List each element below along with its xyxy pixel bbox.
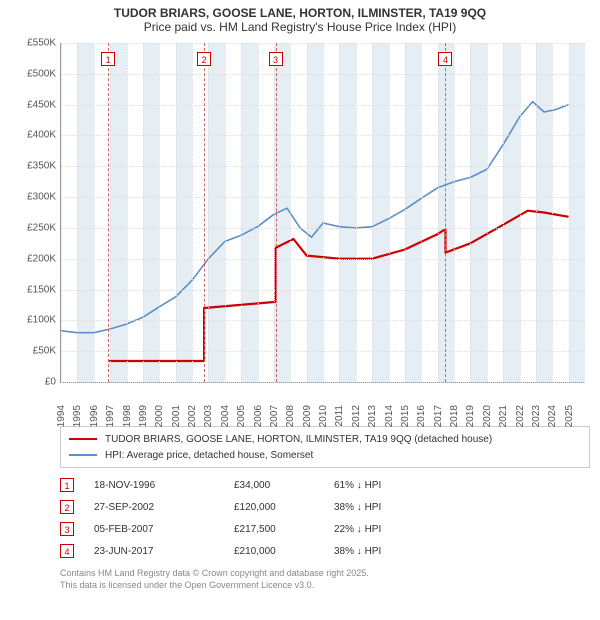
chart-container: 1234 £0 £50K £100K £150K £200K £250K £300K £350… xyxy=(10,38,590,418)
legend-label: TUDOR BRIARS, GOOSE LANE, HORTON, ILMINS… xyxy=(105,434,492,445)
legend-item: TUDOR BRIARS, GOOSE LANE, HORTON, ILMINS… xyxy=(69,431,581,447)
event-row: 2 27-SEP-2002£120,00038% ↓ HPI xyxy=(60,496,590,518)
line-layer xyxy=(61,43,585,382)
event-delta: 61% ↓ HPI xyxy=(334,480,454,491)
event-date: 23-JUN-2017 xyxy=(94,546,234,557)
event-delta: 38% ↓ HPI xyxy=(334,546,454,557)
x-axis-label: 2021 xyxy=(498,405,509,427)
legend-swatch xyxy=(69,438,97,440)
event-price: £210,000 xyxy=(234,546,334,557)
y-axis-label: £400K xyxy=(10,130,56,141)
y-axis-label: £350K xyxy=(10,161,56,172)
price-paid-line xyxy=(108,211,568,361)
x-axis-label: 2009 xyxy=(302,405,313,427)
event-row: 3 05-FEB-2007£217,50022% ↓ HPI xyxy=(60,518,590,540)
gridline-h xyxy=(61,382,585,383)
x-axis-label: 1998 xyxy=(122,405,133,427)
event-badge: 3 xyxy=(60,522,74,536)
attribution-footer: Contains HM Land Registry data © Crown c… xyxy=(60,568,590,591)
x-axis-label: 2022 xyxy=(515,405,526,427)
y-axis-label: £50K xyxy=(10,346,56,357)
y-axis-label: £200K xyxy=(10,253,56,264)
x-axis-label: 1995 xyxy=(72,405,83,427)
x-axis-label: 2002 xyxy=(187,405,198,427)
x-axis-label: 2016 xyxy=(416,405,427,427)
event-badge: 4 xyxy=(60,544,74,558)
y-axis-label: £550K xyxy=(10,38,56,49)
y-axis-label: £250K xyxy=(10,222,56,233)
event-row: 4 23-JUN-2017£210,00038% ↓ HPI xyxy=(60,540,590,562)
y-axis-label: £150K xyxy=(10,284,56,295)
event-date: 27-SEP-2002 xyxy=(94,502,234,513)
x-axis-label: 2024 xyxy=(547,405,558,427)
plot-area: 1234 xyxy=(60,43,585,383)
legend-item: HPI: Average price, detached house, Some… xyxy=(69,447,581,463)
x-axis-label: 2004 xyxy=(220,405,231,427)
x-axis-label: 2008 xyxy=(285,405,296,427)
x-axis-label: 2011 xyxy=(334,405,345,427)
event-table: 1 18-NOV-1996£34,00061% ↓ HPI 2 27-SEP-2002… xyxy=(60,474,590,562)
x-axis-label: 2000 xyxy=(154,405,165,427)
event-price: £217,500 xyxy=(234,524,334,535)
x-axis-label: 2005 xyxy=(236,405,247,427)
title-line2: Price paid vs. HM Land Registry's House … xyxy=(0,20,600,34)
footer-line2: This data is licensed under the Open Gov… xyxy=(60,580,590,592)
x-axis-label: 2001 xyxy=(171,405,182,427)
y-axis-label: £500K xyxy=(10,68,56,79)
x-axis-label: 2010 xyxy=(318,405,329,427)
event-price: £34,000 xyxy=(234,480,334,491)
event-row: 1 18-NOV-1996£34,00061% ↓ HPI xyxy=(60,474,590,496)
event-date: 05-FEB-2007 xyxy=(94,524,234,535)
x-axis-label: 2003 xyxy=(203,405,214,427)
x-axis-label: 2019 xyxy=(465,405,476,427)
y-axis-label: £0 xyxy=(10,377,56,388)
event-badge: 1 xyxy=(60,478,74,492)
title-line1: TUDOR BRIARS, GOOSE LANE, HORTON, ILMINS… xyxy=(0,6,600,20)
footer-line1: Contains HM Land Registry data © Crown c… xyxy=(60,568,590,580)
x-axis-label: 1997 xyxy=(105,405,116,427)
event-delta: 22% ↓ HPI xyxy=(334,524,454,535)
x-axis-label: 2017 xyxy=(433,405,444,427)
x-axis-label: 2012 xyxy=(351,405,362,427)
y-axis-label: £100K xyxy=(10,315,56,326)
event-date: 18-NOV-1996 xyxy=(94,480,234,491)
x-axis-label: 2023 xyxy=(531,405,542,427)
legend: TUDOR BRIARS, GOOSE LANE, HORTON, ILMINS… xyxy=(60,426,590,468)
x-axis-label: 2020 xyxy=(482,405,493,427)
x-axis-label: 2013 xyxy=(367,405,378,427)
hpi-line xyxy=(61,102,569,333)
x-axis-label: 2006 xyxy=(253,405,264,427)
x-axis-label: 2015 xyxy=(400,405,411,427)
x-axis-label: 2018 xyxy=(449,405,460,427)
x-axis-label: 2014 xyxy=(384,405,395,427)
y-axis-label: £300K xyxy=(10,192,56,203)
legend-swatch xyxy=(69,454,97,456)
x-axis-label: 2007 xyxy=(269,405,280,427)
event-badge: 2 xyxy=(60,500,74,514)
legend-label: HPI: Average price, detached house, Some… xyxy=(105,450,313,461)
event-delta: 38% ↓ HPI xyxy=(334,502,454,513)
y-axis-label: £450K xyxy=(10,99,56,110)
x-axis-label: 1994 xyxy=(56,405,67,427)
x-axis-label: 1999 xyxy=(138,405,149,427)
x-axis-label: 1996 xyxy=(89,405,100,427)
x-axis-label: 2025 xyxy=(564,405,575,427)
chart-title: TUDOR BRIARS, GOOSE LANE, HORTON, ILMINS… xyxy=(0,0,600,34)
event-price: £120,000 xyxy=(234,502,334,513)
